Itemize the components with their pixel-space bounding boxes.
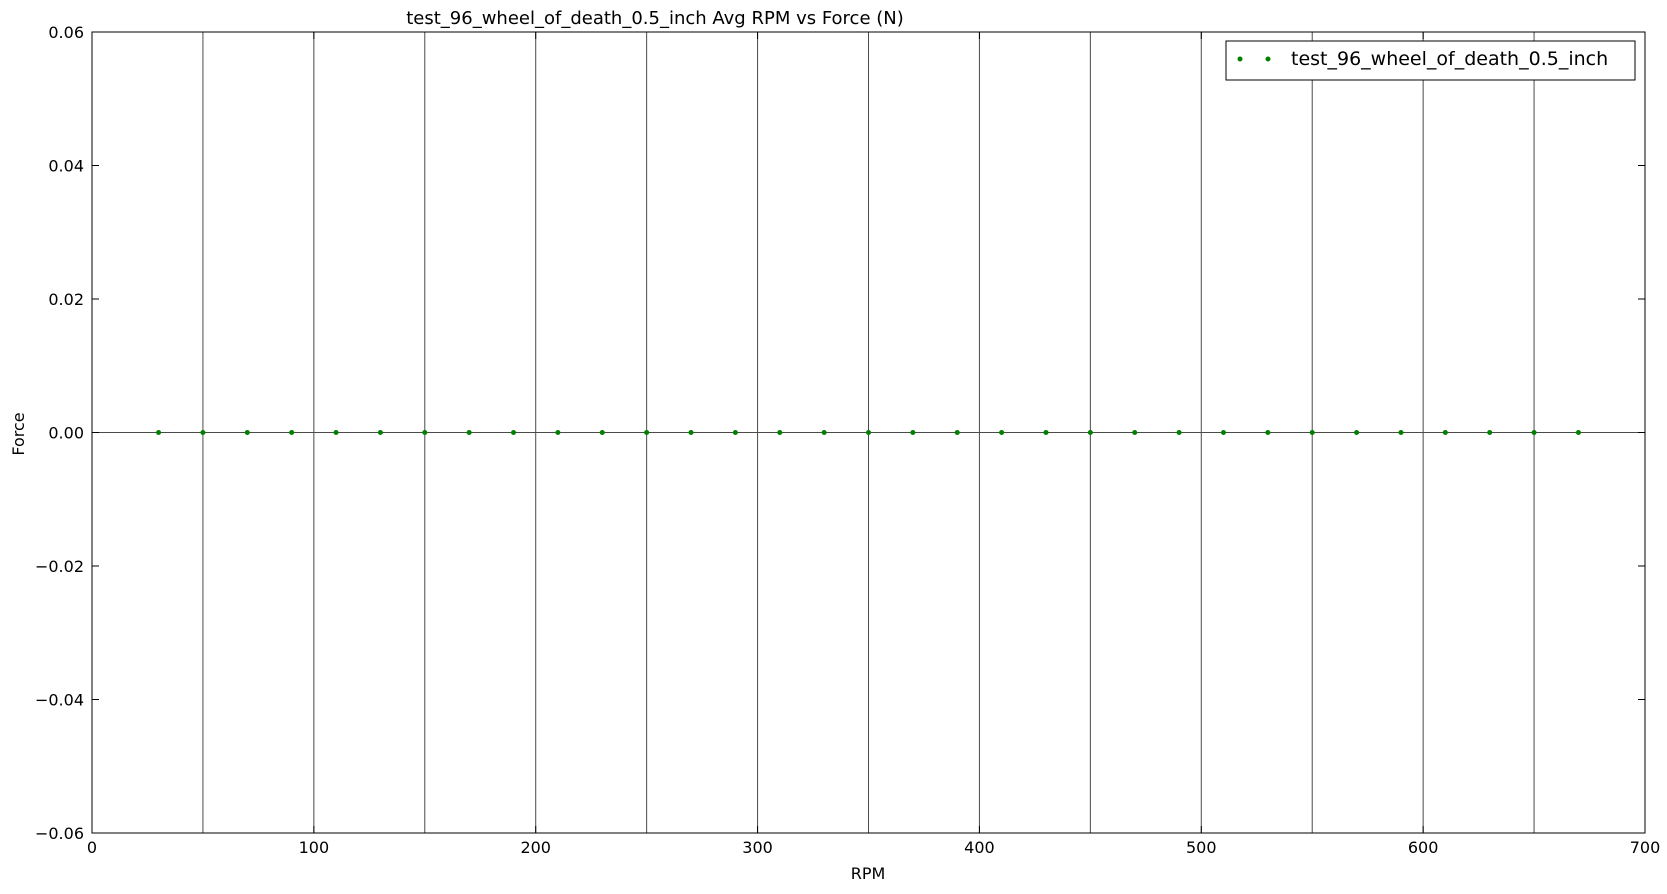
data-point [289,430,295,435]
legend-marker [1265,56,1271,62]
x-tick-label: 100 [299,838,330,857]
data-point [1575,430,1581,435]
data-point [1043,430,1049,435]
data-point [999,430,1005,435]
data-point [333,430,339,435]
legend-marker [1237,56,1243,62]
data-point [1531,430,1537,435]
y-axis-label: Force [9,412,28,455]
data-point [1220,430,1226,435]
data-point [732,430,738,435]
y-tick-labels: 0.06 0.04 0.02 0.00 −0.02 −0.04 −0.06 [35,23,84,843]
x-tick-label: 200 [520,838,551,857]
data-point [1265,430,1271,435]
x-tick-labels: 0 100 200 300 400 500 600 700 [87,838,1660,857]
data-point [1487,430,1493,435]
plot-area [91,31,1646,834]
data-point [821,430,827,435]
data-point [200,430,206,435]
data-points [156,430,1581,435]
data-point [954,430,960,435]
data-point [377,430,383,435]
data-point [777,430,783,435]
x-tick-label: 600 [1408,838,1439,857]
data-point [156,430,162,435]
data-point [422,430,428,435]
x-tick-label: 300 [742,838,773,857]
data-point [555,430,561,435]
data-point [1176,430,1182,435]
data-point [599,430,605,435]
data-point [1309,430,1315,435]
data-point [644,430,650,435]
legend: test_96_wheel_of_death_0.5_inch [1225,40,1636,81]
y-tick-label: −0.04 [35,691,84,710]
y-tick-label: 0.02 [48,290,84,309]
data-point [244,430,250,435]
x-tick-label: 700 [1630,838,1661,857]
data-point [910,430,916,435]
y-tick-label: −0.06 [35,824,84,843]
y-tick-label: −0.02 [35,557,84,576]
legend-box [1225,40,1636,81]
legend-label: test_96_wheel_of_death_0.5_inch [1291,48,1608,70]
data-point [1398,430,1404,435]
y-tick-label: 0.04 [48,157,84,176]
data-point [1354,430,1360,435]
data-point [1442,430,1448,435]
x-tick-label: 400 [964,838,995,857]
data-point [688,430,694,435]
data-point [1087,430,1093,435]
data-point [1132,430,1138,435]
data-point [466,430,472,435]
data-point [511,430,517,435]
y-tick-label: 0.06 [48,23,84,42]
x-tick-label: 0 [87,838,97,857]
x-axis-label: RPM [851,864,886,883]
chart-title: test_96_wheel_of_death_0.5_inch Avg RPM … [406,8,904,29]
data-point [866,430,871,435]
x-tick-label: 500 [1186,838,1217,857]
y-tick-label: 0.00 [48,424,84,443]
